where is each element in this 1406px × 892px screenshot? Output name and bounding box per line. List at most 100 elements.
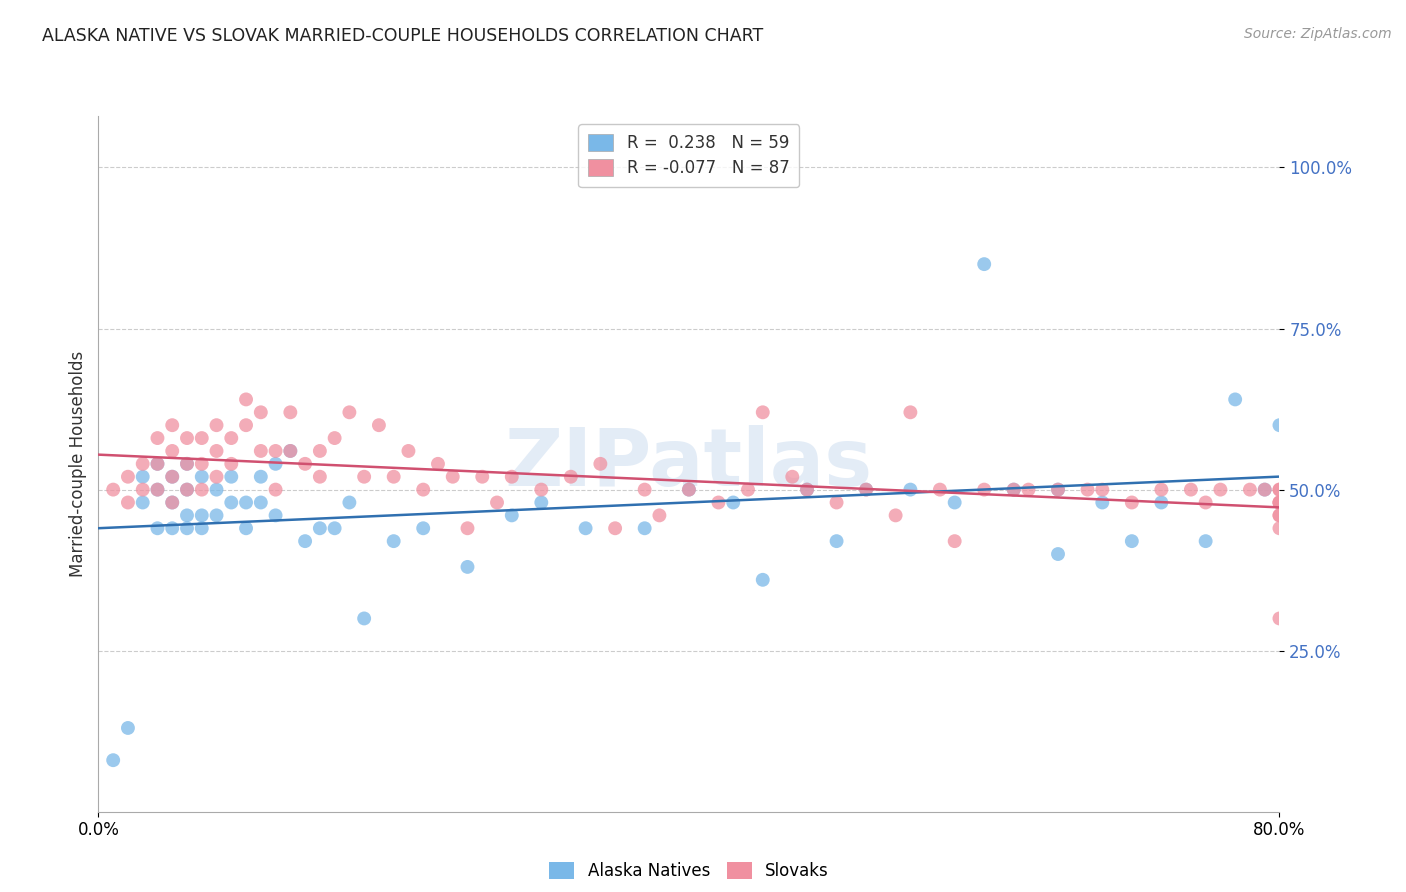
Point	[235, 392, 257, 407]
Point	[162, 495, 183, 509]
Point	[219, 469, 242, 483]
Point	[1239, 483, 1261, 497]
Point	[737, 483, 759, 497]
Point	[1209, 483, 1232, 497]
Point	[1223, 392, 1246, 407]
Point	[589, 457, 612, 471]
Point	[1077, 483, 1099, 497]
Point	[1091, 495, 1114, 509]
Point	[250, 405, 273, 419]
Point	[382, 469, 405, 483]
Point	[678, 483, 700, 497]
Point	[309, 444, 332, 458]
Point	[1195, 534, 1218, 549]
Point	[855, 483, 877, 497]
Point	[973, 257, 995, 271]
Point	[176, 457, 198, 471]
Point	[176, 457, 198, 471]
Point	[176, 431, 198, 445]
Point	[162, 418, 183, 433]
Point	[633, 483, 655, 497]
Point	[117, 495, 139, 509]
Point	[264, 508, 287, 523]
Point	[855, 483, 877, 497]
Point	[191, 483, 214, 497]
Point	[309, 469, 332, 483]
Point	[205, 469, 228, 483]
Point	[219, 495, 242, 509]
Point	[396, 444, 419, 458]
Point	[191, 431, 214, 445]
Point	[427, 457, 450, 471]
Point	[162, 469, 183, 483]
Point	[146, 457, 169, 471]
Text: ZIPatlas: ZIPatlas	[505, 425, 873, 503]
Point	[323, 431, 346, 445]
Point	[235, 418, 257, 433]
Point	[1268, 495, 1291, 509]
Point	[1150, 483, 1173, 497]
Point	[1268, 508, 1291, 523]
Point	[501, 469, 523, 483]
Point	[146, 521, 169, 535]
Point	[162, 444, 183, 458]
Point	[146, 457, 169, 471]
Point	[943, 495, 966, 509]
Point	[751, 405, 773, 419]
Text: ALASKA NATIVE VS SLOVAK MARRIED-COUPLE HOUSEHOLDS CORRELATION CHART: ALASKA NATIVE VS SLOVAK MARRIED-COUPLE H…	[42, 27, 763, 45]
Point	[900, 483, 922, 497]
Point	[1121, 534, 1143, 549]
Point	[235, 495, 257, 509]
Point	[278, 444, 302, 458]
Point	[176, 508, 198, 523]
Point	[471, 469, 494, 483]
Point	[176, 521, 198, 535]
Point	[1150, 495, 1173, 509]
Point	[250, 469, 273, 483]
Point	[132, 495, 155, 509]
Point	[574, 521, 596, 535]
Point	[176, 483, 198, 497]
Point	[219, 457, 242, 471]
Point	[191, 457, 214, 471]
Point	[250, 444, 273, 458]
Point	[205, 483, 228, 497]
Point	[162, 469, 183, 483]
Point	[751, 573, 773, 587]
Point	[337, 495, 360, 509]
Point	[1254, 483, 1277, 497]
Y-axis label: Married-couple Households: Married-couple Households	[69, 351, 87, 577]
Point	[1017, 483, 1039, 497]
Point	[219, 431, 242, 445]
Point	[264, 457, 287, 471]
Point	[146, 431, 169, 445]
Point	[1254, 483, 1277, 497]
Point	[605, 521, 627, 535]
Point	[1046, 483, 1069, 497]
Point	[1180, 483, 1202, 497]
Point	[900, 405, 922, 419]
Point	[176, 483, 198, 497]
Point	[1268, 508, 1291, 523]
Point	[530, 495, 553, 509]
Point	[486, 495, 509, 509]
Point	[117, 721, 139, 735]
Point	[633, 521, 655, 535]
Point	[721, 495, 744, 509]
Point	[205, 508, 228, 523]
Point	[264, 483, 287, 497]
Point	[162, 495, 183, 509]
Point	[782, 469, 804, 483]
Point	[456, 521, 478, 535]
Point	[973, 483, 995, 497]
Point	[191, 469, 214, 483]
Point	[382, 534, 405, 549]
Point	[1268, 483, 1291, 497]
Point	[146, 483, 169, 497]
Point	[353, 611, 375, 625]
Point	[1268, 483, 1291, 497]
Point	[501, 508, 523, 523]
Point	[1002, 483, 1025, 497]
Point	[103, 483, 125, 497]
Point	[368, 418, 391, 433]
